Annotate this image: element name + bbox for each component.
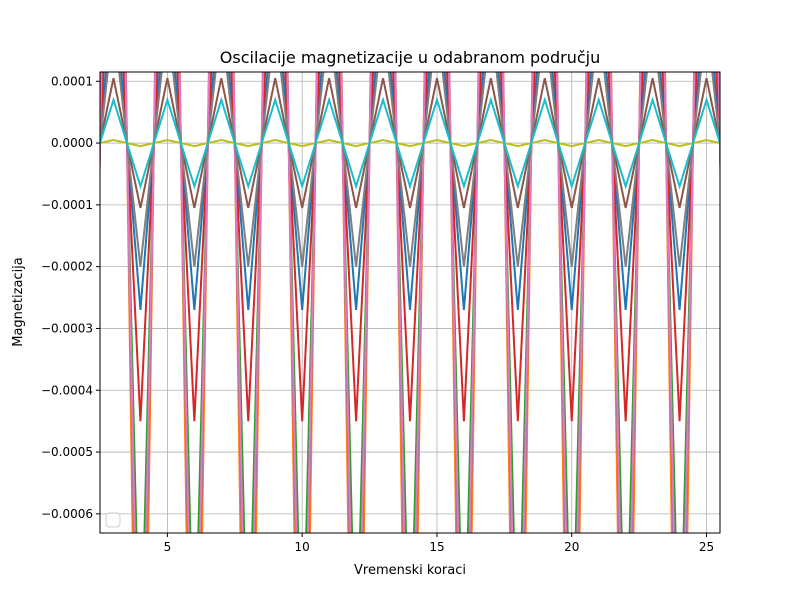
x-tick-label: 15 — [429, 540, 444, 554]
y-tick-label: −0.0003 — [41, 321, 93, 335]
y-tick-label: 0.0000 — [51, 136, 93, 150]
x-tick-label: 20 — [564, 540, 579, 554]
legend — [105, 512, 121, 528]
y-tick-label: −0.0004 — [41, 383, 93, 397]
y-tick-label: −0.0001 — [41, 198, 93, 212]
line-series — [100, 72, 720, 267]
y-axis-label: Magnetizacija — [11, 257, 26, 347]
y-tick-label: −0.0006 — [41, 507, 93, 521]
line-series — [100, 138, 720, 148]
y-tick-label: −0.0002 — [41, 260, 93, 274]
ticks: 0.0001 0.0000 −0.0001 −0.0002 −0.0003 −0.0004… — [41, 74, 714, 554]
x-tick-label: 5 — [164, 540, 172, 554]
line-series — [100, 72, 720, 311]
legend-box — [105, 512, 121, 528]
y-tick-label: 0.0001 — [51, 74, 93, 88]
chart-title: Oscilacije magnetizacije u odabranom pod… — [220, 48, 600, 67]
x-axis-label: Vremenski koraci — [354, 563, 466, 578]
axes-frame — [99, 71, 721, 534]
line-series — [100, 72, 720, 422]
x-tick-label: 10 — [295, 540, 310, 554]
x-tick-label: 25 — [699, 540, 714, 554]
line-series — [100, 96, 720, 190]
line-series — [100, 77, 720, 209]
plot-lines — [100, 72, 720, 533]
y-tick-label: −0.0005 — [41, 445, 93, 459]
